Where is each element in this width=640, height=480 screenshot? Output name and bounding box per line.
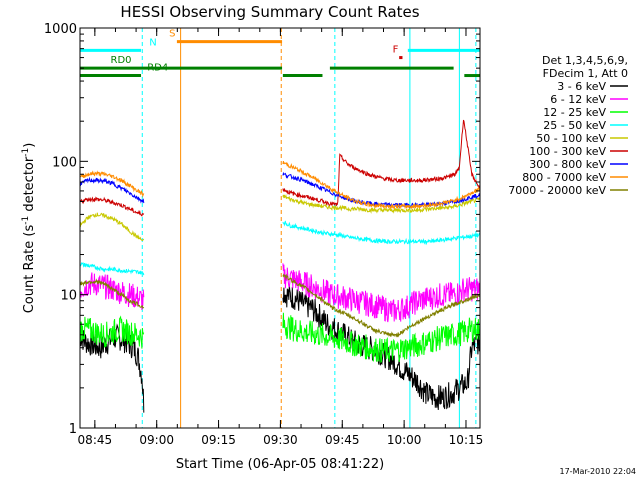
series-line-100-300-kev-0 [79,196,145,217]
legend-entry-300-800-kev: 300 - 800 keV [529,158,606,171]
series-300-800-kev [79,171,481,209]
series-7000-20000-kev [79,273,481,338]
x-axis-label: Start Time (06-Apr-05 08:41:22) [176,457,384,472]
x-tick-label: 09:15 [201,433,236,447]
series-line-7000-20000-kev-0 [79,278,145,309]
legend-entry-6-12-kev: 6 - 12 keV [550,93,606,106]
series-line-25-50-kev-1 [282,220,480,246]
y-axis-label: Count Rate (s-1 detector-1) [21,143,37,314]
flag-label-rd4: RD4 [147,63,168,74]
legend: Det 1,3,4,5,6,9,FDecim 1, Att 03 - 6 keV… [508,54,628,197]
series-50-100-kev [79,193,481,242]
series-line-50-100-kev-1 [282,193,481,214]
series-100-300-kev [79,119,481,217]
series-line-800-7000-kev-1 [282,160,481,210]
y-axis-ticks: 1 10 100 1000 [44,22,480,437]
series-line-100-300-kev-1 [282,119,481,207]
flag-label-s: S [169,29,175,40]
x-axis-ticks: 08:45 09:00 09:15 09:30 09:45 10:00 10:15 [78,28,484,447]
series-25-50-kev [79,220,480,276]
series-line-12-25-kev-1 [282,312,481,364]
series-line-25-50-kev-0 [79,261,145,276]
series-line-6-12-kev-0 [79,272,145,311]
x-tick-label: 10:15 [449,433,484,447]
series-line-50-100-kev-0 [79,212,145,242]
y-tick-label: 1000 [44,22,77,37]
series-12-25-kev [79,312,481,364]
x-tick-label: 08:45 [78,433,113,447]
series-line-300-800-kev-0 [79,176,145,204]
flag-label-f: F [393,45,399,56]
legend-entry-7000-20000-kev: 7000 - 20000 keV [508,184,606,197]
y-tick-label: 10 [60,289,77,304]
legend-header-line: FDecim 1, Att 0 [543,67,628,80]
legend-entry-100-300-kev: 100 - 300 keV [529,145,606,158]
series-line-7000-20000-kev-1 [282,273,481,338]
x-tick-label: 10:00 [387,433,422,447]
x-tick-label: 09:30 [263,433,298,447]
y-tick-label: 100 [52,155,77,170]
chart-title: HESSI Observing Summary Count Rates [120,3,419,21]
series-3-6-kev [79,284,481,413]
legend-entry-50-100-kev: 50 - 100 keV [536,132,606,145]
legend-entry-12-25-kev: 12 - 25 keV [543,106,606,119]
flag-label-n: N [149,37,156,48]
series-line-800-7000-kev-0 [79,170,145,198]
legend-entry-3-6-kev: 3 - 6 keV [557,80,606,93]
legend-entry-25-50-kev: 25 - 50 keV [543,119,606,132]
flag-label-rd0: RD0 [111,55,132,66]
legend-entry-800-7000-kev: 800 - 7000 keV [522,171,606,184]
x-tick-label: 09:45 [325,433,360,447]
series-line-12-25-kev-0 [79,315,145,349]
series-line-3-6-kev-1 [282,284,481,410]
footer-date: 17-Mar-2010 22:04 [560,467,637,476]
y-tick-label: 1 [69,422,77,437]
legend-header-line: Det 1,3,4,5,6,9, [542,54,628,67]
series-800-7000-kev [79,160,481,210]
series-line-6-12-kev-1 [282,263,481,323]
x-tick-label: 09:00 [139,433,174,447]
plot-area: N S F RD0 RD4 [79,28,481,428]
